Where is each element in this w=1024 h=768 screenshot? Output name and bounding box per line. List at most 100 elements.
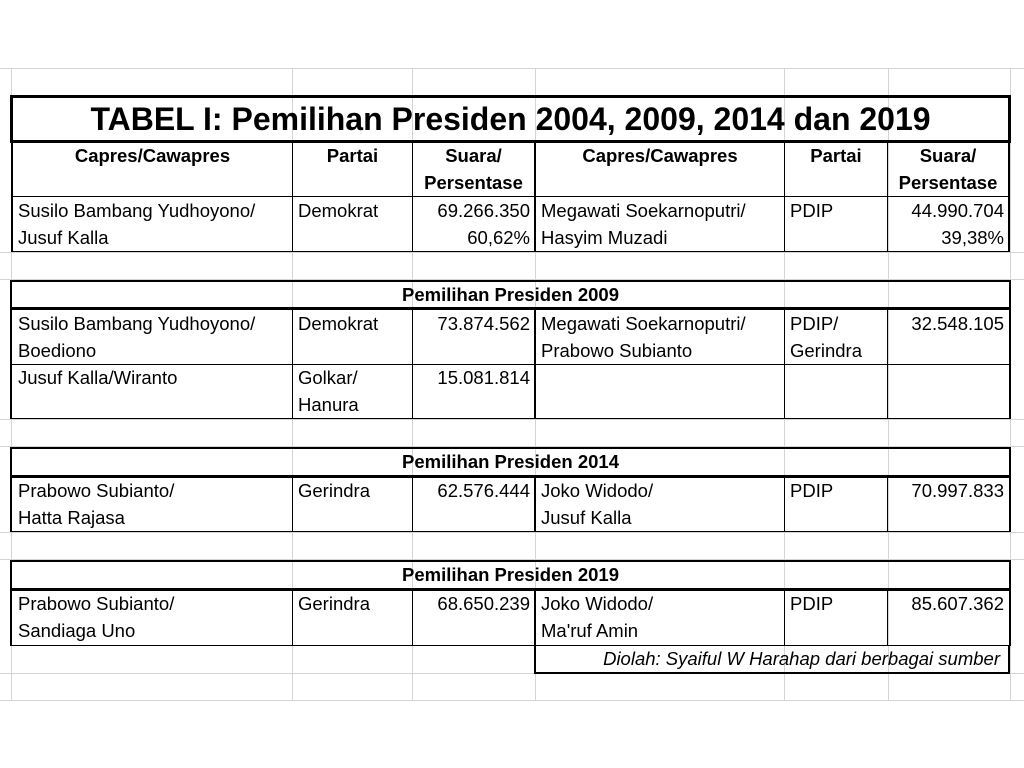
candidate-name: Jusuf Kalla: [18, 227, 109, 248]
header-capres-left: Capres/Cawapres: [74, 145, 231, 166]
gridline: [0, 700, 1024, 701]
border: [1008, 143, 1010, 252]
header-partai-left: Partai: [326, 145, 379, 166]
candidate-name: Prabowo Subianto/: [18, 480, 175, 501]
candidate-name: Megawati Soekarnoputri/: [541, 313, 746, 334]
party: Golkar/: [298, 367, 358, 388]
votes: 62.576.444: [437, 480, 530, 501]
border: [1009, 280, 1011, 419]
border: [784, 477, 785, 532]
border: [1009, 447, 1011, 532]
gridline: [888, 68, 889, 700]
candidate-name: Jusuf Kalla: [541, 507, 632, 528]
border: [10, 280, 12, 419]
gridline: [0, 559, 1024, 560]
border: [292, 477, 293, 532]
gridline: [0, 279, 1024, 280]
border: [784, 143, 785, 252]
border: [784, 590, 785, 646]
border: [11, 143, 13, 252]
gridline: [0, 419, 1024, 420]
gridline: [0, 532, 1024, 533]
border: [534, 672, 1010, 674]
border: [534, 590, 536, 674]
candidate-name: Joko Widodo/: [541, 593, 654, 614]
border: [412, 143, 413, 252]
border: [10, 447, 12, 532]
candidate-name: Hatta Rajasa: [18, 507, 125, 528]
border: [1008, 645, 1010, 674]
candidate-name: Megawati Soekarnoputri/: [541, 200, 746, 221]
votes: 32.548.105: [911, 313, 1004, 334]
header-partai-right: Partai: [810, 145, 862, 166]
percentage: 39,38%: [941, 227, 1004, 248]
border: [11, 531, 1010, 532]
party: PDIP: [790, 593, 834, 614]
gridline: [0, 252, 1024, 253]
border: [10, 588, 1011, 591]
table-title: TABEL I: Pemilihan Presiden 2004, 2009, …: [90, 101, 931, 137]
border: [10, 280, 1011, 282]
border: [11, 364, 1010, 365]
party: PDIP: [790, 200, 834, 221]
border: [412, 590, 413, 646]
party: Gerindra: [298, 593, 370, 614]
section-heading-2009: Pemilihan Presiden 2009: [402, 284, 619, 305]
border: [887, 590, 888, 646]
border: [1008, 95, 1011, 143]
border: [887, 477, 888, 532]
border: [11, 251, 1010, 252]
candidate-name: Prabowo Subianto/: [18, 593, 175, 614]
header-suara-left: Suara/: [445, 145, 502, 166]
party: Demokrat: [298, 200, 379, 221]
candidate-name: Prabowo Subianto: [541, 340, 693, 361]
candidate-name: Boediono: [18, 340, 97, 361]
party: PDIP/: [790, 313, 839, 334]
border: [10, 475, 1011, 478]
gridline: [0, 446, 1024, 447]
votes: 85.607.362: [911, 593, 1004, 614]
header-capres-right: Capres/Cawapres: [582, 145, 738, 166]
border: [11, 418, 1010, 419]
votes: 44.990.704: [911, 200, 1004, 221]
candidate-name: Jusuf Kalla/Wiranto: [18, 367, 178, 388]
gridline: [0, 68, 1024, 69]
candidate-name: Ma'ruf Amin: [541, 620, 639, 641]
border: [11, 645, 1010, 646]
gridline: [0, 673, 1024, 674]
party: PDIP: [790, 480, 834, 501]
border: [10, 95, 13, 143]
header-suara-right: Suara/: [919, 145, 977, 166]
votes: 70.997.833: [911, 480, 1004, 501]
votes: 15.081.814: [437, 367, 530, 388]
party: Gerindra: [298, 480, 370, 501]
candidate-name: Susilo Bambang Yudhoyono/: [18, 200, 256, 221]
border: [412, 477, 413, 532]
border: [10, 447, 1011, 449]
section-heading-2019: Pemilihan Presiden 2019: [402, 564, 619, 585]
border: [292, 590, 293, 646]
border: [10, 140, 1011, 143]
party: Hanura: [298, 394, 359, 415]
candidate-name: Sandiaga Uno: [18, 620, 136, 641]
header-persentase-left: Persentase: [424, 172, 523, 193]
votes: 68.650.239: [437, 593, 530, 614]
source-note: Diolah: Syaiful W Harahap dari berbagai …: [603, 648, 1000, 669]
section-heading-2014: Pemilihan Presiden 2014: [402, 451, 619, 472]
border: [10, 307, 1011, 310]
header-persentase-right: Persentase: [898, 172, 998, 193]
border: [292, 143, 293, 252]
border: [11, 196, 1010, 197]
border: [534, 477, 536, 532]
percentage: 60,62%: [467, 227, 530, 248]
border: [10, 95, 1011, 98]
border: [10, 560, 12, 646]
party: Demokrat: [298, 313, 379, 334]
border: [10, 560, 1011, 562]
candidate-name: Susilo Bambang Yudhoyono/: [18, 313, 256, 334]
votes: 73.874.562: [437, 313, 530, 334]
party: Gerindra: [790, 340, 862, 361]
votes: 69.266.350: [437, 200, 530, 221]
candidate-name: Joko Widodo/: [541, 480, 654, 501]
